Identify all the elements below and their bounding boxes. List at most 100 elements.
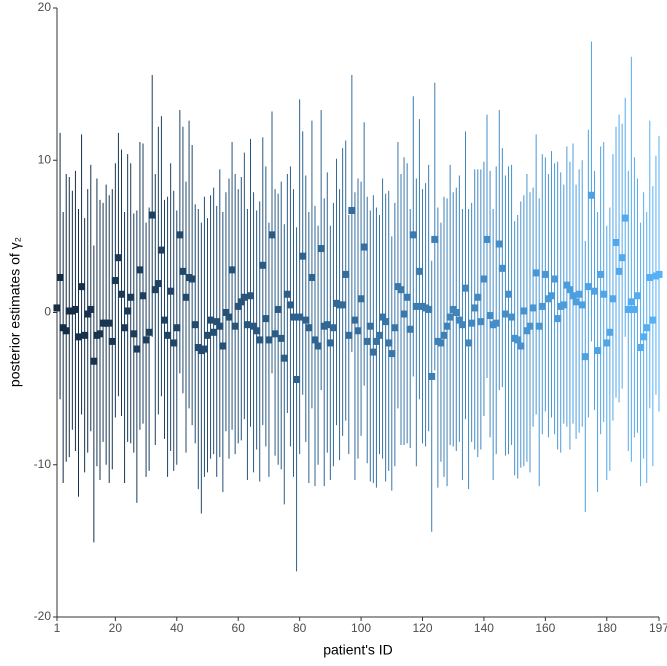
point bbox=[541, 270, 549, 278]
point bbox=[621, 214, 629, 222]
point bbox=[425, 305, 433, 313]
point bbox=[265, 336, 273, 344]
point bbox=[314, 342, 322, 350]
point bbox=[624, 305, 632, 313]
point bbox=[345, 331, 353, 339]
point bbox=[323, 321, 331, 329]
point bbox=[268, 231, 276, 239]
point bbox=[216, 322, 224, 330]
point bbox=[164, 331, 172, 339]
point bbox=[437, 339, 445, 347]
point bbox=[225, 313, 233, 321]
point bbox=[293, 375, 301, 383]
point bbox=[587, 191, 595, 199]
point bbox=[554, 315, 562, 323]
point bbox=[548, 292, 555, 300]
x-tick-label: 60 bbox=[232, 621, 246, 635]
x-tick-label: 140 bbox=[474, 621, 494, 635]
x-tick-label: 80 bbox=[293, 621, 307, 635]
point bbox=[262, 315, 270, 323]
point bbox=[372, 337, 380, 345]
point bbox=[649, 316, 657, 324]
point bbox=[406, 325, 414, 333]
point bbox=[308, 273, 316, 281]
point bbox=[176, 231, 184, 239]
point bbox=[296, 313, 304, 321]
point bbox=[145, 328, 153, 336]
point bbox=[90, 357, 98, 365]
point bbox=[302, 316, 310, 324]
point bbox=[520, 307, 528, 315]
point bbox=[157, 246, 165, 254]
point bbox=[575, 290, 583, 298]
point bbox=[385, 339, 393, 347]
x-tick-label: 197 bbox=[649, 621, 667, 635]
point bbox=[643, 324, 651, 332]
point bbox=[271, 330, 279, 338]
point bbox=[382, 318, 390, 326]
point bbox=[326, 339, 334, 347]
point bbox=[581, 353, 589, 361]
point bbox=[471, 304, 479, 312]
point bbox=[376, 331, 383, 339]
point bbox=[526, 322, 534, 330]
y-tick-label: -20 bbox=[34, 609, 52, 623]
point bbox=[584, 283, 592, 291]
point bbox=[551, 275, 559, 283]
point bbox=[250, 322, 258, 330]
point bbox=[403, 293, 411, 301]
point bbox=[462, 284, 469, 292]
point bbox=[452, 309, 460, 316]
point bbox=[483, 235, 491, 243]
point bbox=[348, 206, 356, 214]
point bbox=[606, 328, 614, 336]
point bbox=[200, 345, 208, 353]
point bbox=[182, 293, 190, 301]
point bbox=[81, 331, 89, 339]
point bbox=[231, 322, 239, 330]
point bbox=[600, 290, 608, 298]
point bbox=[148, 211, 156, 219]
point bbox=[363, 337, 371, 345]
point bbox=[443, 322, 451, 330]
point bbox=[142, 336, 150, 344]
point bbox=[259, 261, 267, 269]
point bbox=[351, 316, 359, 324]
point bbox=[311, 336, 319, 344]
point bbox=[204, 331, 211, 339]
point bbox=[154, 280, 162, 288]
point bbox=[247, 292, 254, 300]
point bbox=[446, 313, 454, 321]
point bbox=[161, 316, 168, 324]
point bbox=[219, 342, 227, 350]
point bbox=[618, 254, 626, 262]
point bbox=[400, 310, 408, 318]
point bbox=[498, 264, 506, 272]
point bbox=[329, 324, 337, 332]
point bbox=[167, 287, 175, 295]
point bbox=[130, 330, 138, 338]
point bbox=[655, 270, 663, 278]
point bbox=[640, 333, 648, 341]
point bbox=[440, 331, 448, 339]
point bbox=[495, 240, 503, 248]
point bbox=[96, 330, 104, 338]
point bbox=[391, 324, 399, 332]
point bbox=[357, 295, 365, 303]
point bbox=[455, 316, 463, 324]
point bbox=[634, 292, 641, 300]
point bbox=[523, 327, 531, 335]
point bbox=[136, 266, 144, 274]
point bbox=[409, 231, 417, 239]
point bbox=[477, 318, 485, 326]
point bbox=[253, 327, 261, 335]
point bbox=[75, 333, 82, 341]
point bbox=[415, 267, 423, 275]
point bbox=[256, 336, 264, 344]
x-tick-label: 160 bbox=[535, 621, 555, 635]
point bbox=[388, 350, 396, 358]
point bbox=[505, 290, 512, 298]
point bbox=[535, 322, 543, 330]
point bbox=[56, 273, 64, 281]
